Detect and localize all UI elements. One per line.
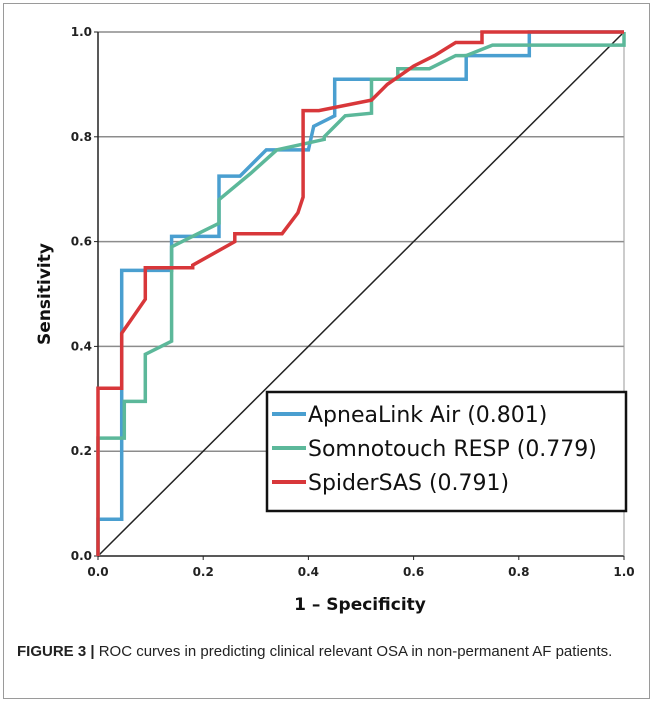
y-tick-label: 1.0	[71, 25, 92, 39]
x-tick-label: 0.4	[298, 565, 319, 579]
legend-label: SpiderSAS (0.791)	[308, 471, 509, 496]
y-axis-label: Sensitivity	[35, 243, 55, 345]
y-tick-label: 0.6	[71, 235, 92, 249]
x-axis-label: 1 – Specificity	[294, 595, 426, 615]
legend-label: ApneaLink Air (0.801)	[308, 403, 547, 428]
caption-text: ROC curves in predicting clinical releva…	[94, 643, 613, 660]
figure-caption: FIGURE 3 | ROC curves in predicting clin…	[17, 641, 637, 662]
series-lines	[96, 30, 626, 556]
y-tick-label: 0.8	[71, 130, 92, 144]
x-tick-label: 0.0	[87, 565, 108, 579]
x-tick-label: 0.2	[193, 565, 214, 579]
series-line-3	[96, 30, 624, 556]
roc-chart: 0.0 0.2 0.4 0.6 0.8 1.0 0.0 0.2 0.4 0.6 0.8 1.0 1 –…	[35, 25, 635, 615]
y-tick-label: 0.4	[71, 339, 92, 353]
caption-label: FIGURE 3 |	[17, 643, 95, 660]
x-tick-label: 0.8	[508, 565, 529, 579]
tick-labels: 0.0 0.2 0.4 0.6 0.8 1.0 0.0 0.2 0.4 0.6 0.8 1.0	[71, 25, 635, 579]
x-tick-label: 0.6	[403, 565, 424, 579]
series-line-2	[96, 32, 626, 556]
legend-label: Somnotouch RESP (0.779)	[308, 437, 597, 462]
reference-diagonal-line	[97, 31, 625, 557]
legend: ApneaLink Air (0.801) Somnotouch RESP (0.…	[265, 390, 628, 513]
grid-lines	[98, 31, 624, 452]
y-tick-label: 0.2	[71, 444, 92, 458]
y-tick-label: 0.0	[71, 549, 92, 563]
series-line-1	[96, 30, 624, 556]
legend-box	[265, 390, 628, 513]
x-tick-label: 1.0	[613, 565, 634, 579]
